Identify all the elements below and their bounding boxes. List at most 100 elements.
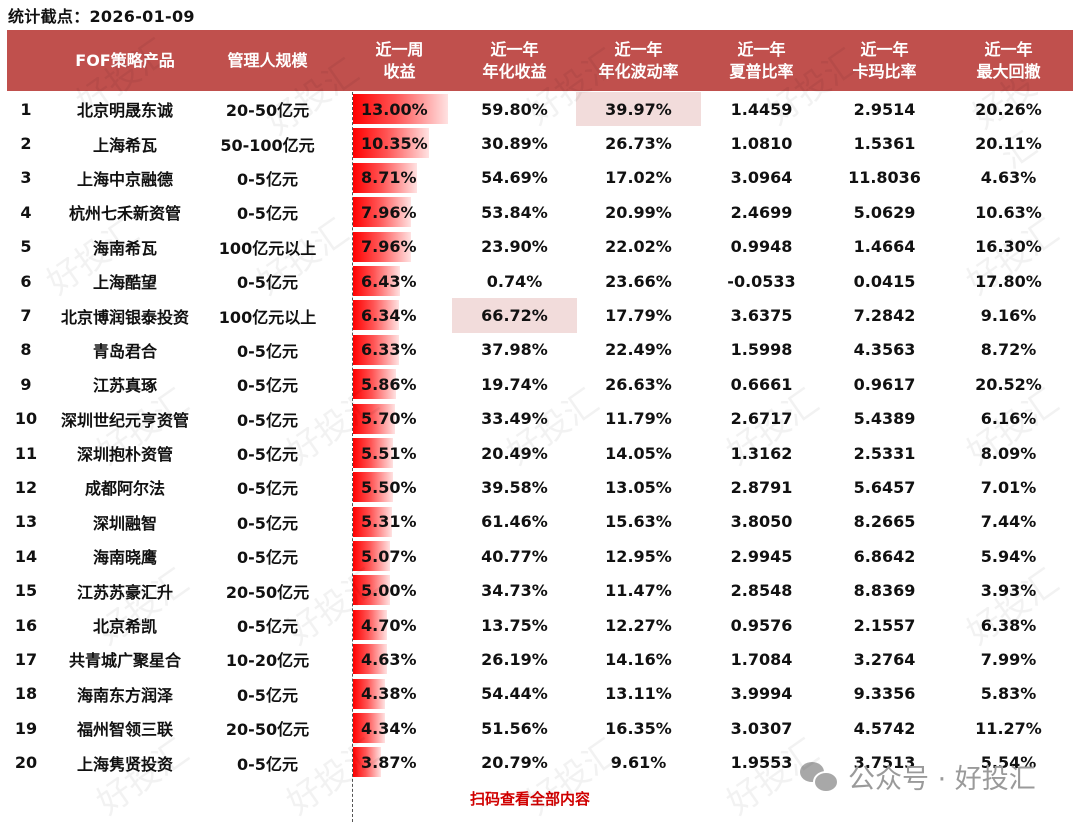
cell-manager-scale: 100亿元以上 [218,238,317,258]
header-max-drawdown-line1: 近一年 [984,39,1033,59]
cell-manager-scale: 0-5亿元 [237,376,298,396]
cell-rank: 18 [14,684,38,704]
header-annual-vol-line1: 近一年 [614,39,663,59]
cell-product-name: 深圳抱朴资管 [76,445,173,465]
cell-manager-scale: 0-5亿元 [237,685,298,705]
table-row: 9 江苏真琢 0-5亿元 5.86% 19.74% 26.63% 0.6661 0.9617 2… [7,367,1073,401]
cell-calmar: 5.6457 [853,477,916,497]
cell-max-drawdown: 6.16% [980,409,1037,429]
table-row: 14 海南晓鹰 0-5亿元 5.07% 40.77% 12.95% 2.9945 6.8642… [7,539,1073,573]
header-week-return: 近一周 收益 [347,30,452,91]
table-header: FOF策略产品 管理人规模 近一周 收益 近一年 年化收益 近一年 年化波动率 … [7,30,1073,91]
cell-week-return: 4.34% [361,718,417,738]
cell-annual-return: 33.49% [481,409,548,429]
cell-annual-return: 53.84% [481,202,548,222]
cell-sharpe: 2.4699 [730,202,793,222]
cell-calmar: 1.5361 [853,134,916,154]
cell-week-return: 5.51% [361,443,417,463]
table-row: 4 杭州七禾新资管 0-5亿元 7.96% 53.84% 20.99% 2.4699 5.06… [7,195,1073,229]
cell-rank: 1 [20,99,32,119]
cell-max-drawdown: 20.26% [975,99,1042,119]
cell-product-name: 共青城广聚星合 [68,651,181,671]
highlight-max-vol [576,92,701,127]
cell-annual-vol: 14.05% [605,443,672,463]
cell-calmar: 9.3356 [853,684,916,704]
cell-product-name: 北京希凯 [92,617,157,637]
cell-calmar: 4.5742 [853,718,916,738]
header-sharpe-line1: 近一年 [737,39,786,59]
cell-annual-return: 20.49% [481,443,548,463]
cell-manager-scale: 20-50亿元 [225,101,310,121]
stat-date: 统计截点：2026-01-09 [8,7,195,26]
cell-sharpe: 0.9948 [730,237,793,257]
cell-calmar: 7.2842 [853,306,916,326]
cell-sharpe: 1.3162 [730,443,793,463]
highlight-max-annual [452,298,577,333]
week-return-databar [353,369,396,400]
cell-annual-vol: 15.63% [605,512,672,532]
cell-rank: 13 [14,512,38,532]
cell-product-name: 深圳世纪元亨资管 [60,410,189,430]
cell-calmar: 4.3563 [853,340,916,360]
table-row: 13 深圳融智 0-5亿元 5.31% 61.46% 15.63% 3.8050 8.2665… [7,505,1073,539]
cell-product-name: 深圳融智 [92,513,157,533]
week-return-databar [353,747,382,778]
table-row: 18 海南东方润泽 0-5亿元 4.38% 54.44% 13.11% 3.9994 9.33… [7,677,1073,711]
cell-annual-return: 61.46% [481,512,548,532]
header-calmar-line1: 近一年 [860,39,909,59]
cell-calmar: 5.0629 [853,202,916,222]
cell-week-return: 5.00% [361,581,417,601]
cell-manager-scale: 20-50亿元 [225,720,310,740]
cell-annual-vol: 22.49% [605,340,672,360]
cell-manager-scale: 0-5亿元 [237,204,298,224]
cell-sharpe: 3.9994 [730,684,793,704]
table-row: 5 海南希瓦 100亿元以上 7.96% 23.90% 22.02% 0.9948 1.466… [7,230,1073,264]
cell-manager-scale: 20-50亿元 [225,582,310,602]
cell-product-name: 江苏真琢 [92,376,157,396]
week-return-databar [353,128,429,159]
cell-sharpe: 0.6661 [730,374,793,394]
cell-annual-return: 23.90% [481,237,548,257]
cell-annual-vol: 26.73% [605,134,672,154]
cell-annual-vol: 13.05% [605,477,672,497]
header-rank [7,30,45,91]
cell-sharpe: 2.6717 [730,409,793,429]
cell-rank: 16 [14,615,38,635]
cell-manager-scale: 0-5亿元 [237,273,298,293]
cell-sharpe: 1.4459 [730,99,793,119]
header-annual-return-line1: 近一年 [490,39,539,59]
cell-rank: 14 [14,546,38,566]
cell-week-return: 8.71% [361,168,417,188]
cell-product-name: 杭州七禾新资管 [68,204,181,224]
cell-annual-return: 26.19% [481,649,548,669]
cell-annual-vol: 11.47% [605,581,672,601]
table-row: 16 北京希凯 0-5亿元 4.70% 13.75% 12.27% 0.9576 2.1557… [7,608,1073,642]
header-annual-return-line2: 年化收益 [482,61,547,81]
header-week-return-line2: 收益 [383,61,416,81]
week-return-databar [353,231,412,262]
cell-annual-vol: 39.97% [605,99,672,119]
cell-annual-return: 39.58% [481,477,548,497]
table-row: 11 深圳抱朴资管 0-5亿元 5.51% 20.49% 14.05% 1.3162 2.53… [7,436,1073,470]
cell-sharpe: 3.6375 [730,306,793,326]
cell-annual-vol: 26.63% [605,374,672,394]
cell-rank: 12 [14,477,38,497]
week-return-databar [353,403,395,434]
week-return-databar [353,94,448,124]
cell-annual-return: 40.77% [481,546,548,566]
cell-annual-vol: 20.99% [605,202,672,222]
cell-annual-vol: 12.95% [605,546,672,566]
header-manager-scale: 管理人规模 [227,50,308,70]
cell-rank: 8 [20,340,32,360]
cell-week-return: 6.33% [361,340,417,360]
cell-calmar: 0.9617 [853,374,916,394]
cell-calmar: 8.8369 [853,581,916,601]
week-return-databar [353,506,392,537]
cell-sharpe: 3.8050 [730,512,793,532]
cell-annual-vol: 22.02% [605,237,672,257]
cell-annual-return: 51.56% [481,718,548,738]
cell-calmar: 2.5331 [853,443,916,463]
week-return-databar [353,265,400,296]
cell-product-name: 成都阿尔法 [84,479,165,499]
cell-sharpe: 0.9576 [730,615,793,635]
